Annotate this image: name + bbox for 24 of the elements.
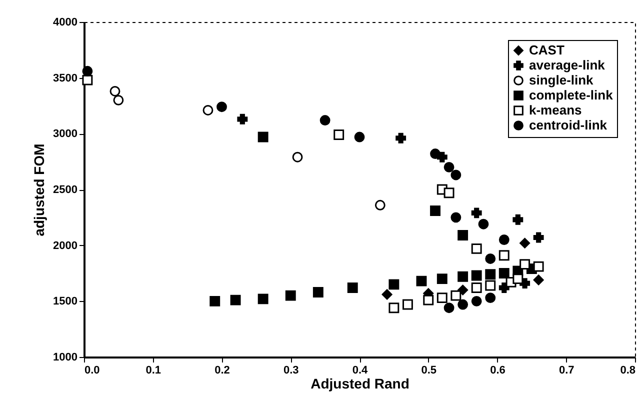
x-axis-title: Adjusted Rand [310,376,410,392]
x-tick-label: 0.7 [558,364,574,376]
y-tick-label: 2000 [53,240,78,252]
legend-label: complete-link [529,88,614,102]
legend-label: k-means [529,102,582,118]
x-tick-label: 0.5 [421,364,437,376]
x-tick-label: 0.1 [146,364,162,376]
x-tick-label: 0.3 [283,364,299,376]
y-tick-label: 3500 [53,72,78,84]
y-tick-label: 1000 [53,352,78,364]
x-tick-label: 0.6 [490,364,506,376]
y-tick-label: 3000 [53,128,78,140]
x-tick-label: 0.2 [214,364,230,376]
y-axis-title: adjusted FOM [31,144,48,236]
y-tick-label: 4000 [53,16,78,28]
x-tick-label: 0.4 [352,364,369,376]
x-tick-label: 0.8 [620,364,636,376]
x-tick-label: 0.0 [84,364,100,376]
legend-label: average-link [529,58,606,72]
legend-label: single-link [529,72,594,88]
legend-label: centroid-link [529,118,608,132]
y-tick-label: 1500 [53,296,78,308]
y-tick-label: 2500 [53,184,78,196]
legend-label: CAST [529,42,564,58]
